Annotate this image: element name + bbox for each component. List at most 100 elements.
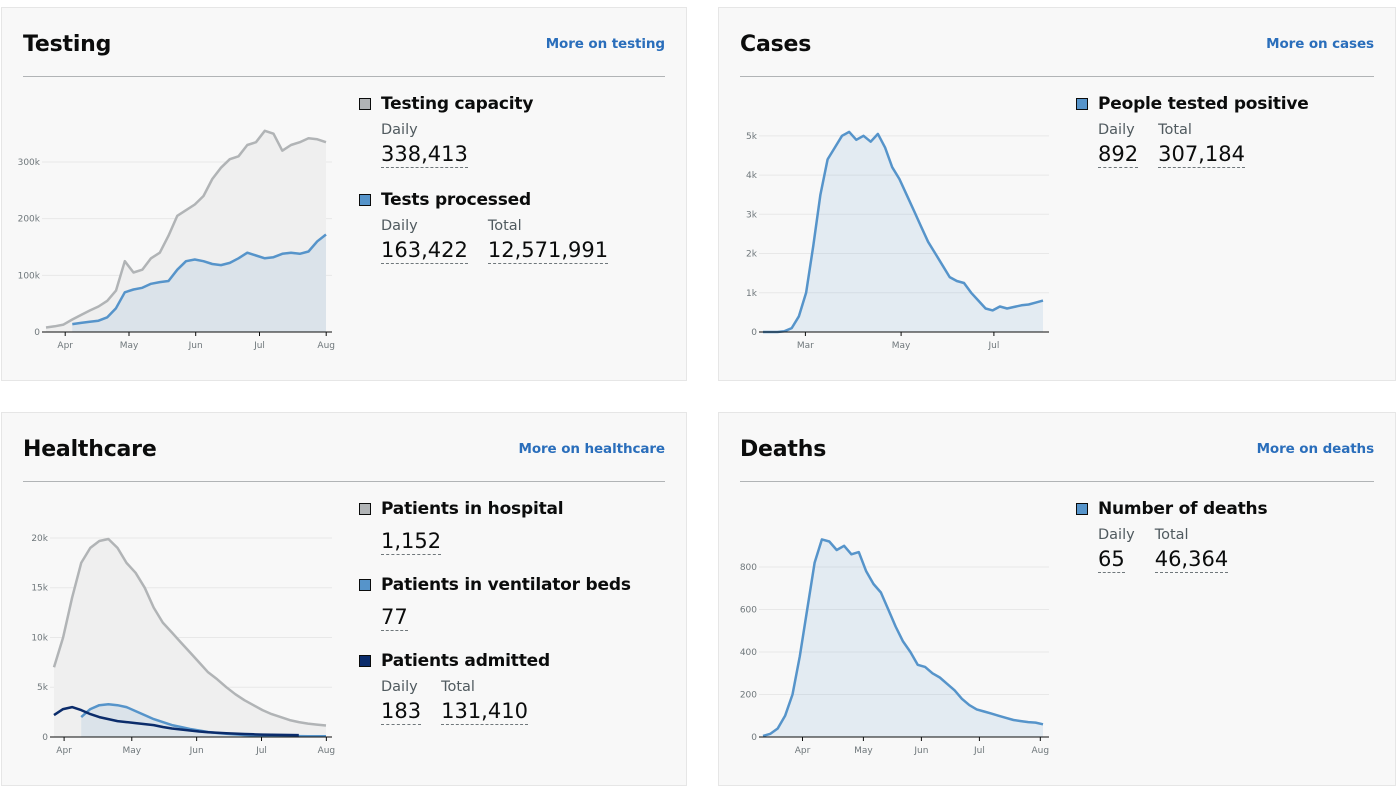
y-tick-label: 3k xyxy=(746,210,758,220)
more-on-testing-link[interactable]: More on testing xyxy=(545,36,665,52)
testing-capacity-line xyxy=(45,129,327,329)
y-tick-label: 0 xyxy=(751,328,757,338)
cases-header: Cases More on cases xyxy=(740,8,1374,77)
metric-label: Tests processed xyxy=(381,190,531,210)
metric-patients-in-hospital: Patients in hospital 1,152 xyxy=(359,499,631,555)
healthcare-card: Healthcare More on healthcare 0 5k 10k 15k 2… xyxy=(1,412,687,786)
metric-label: Patients admitted xyxy=(381,651,550,671)
metric-people-tested-positive: People tested positive Daily 892 Total 3… xyxy=(1076,94,1309,168)
legend-swatch-testing-capacity xyxy=(359,98,371,110)
metric-label: Testing capacity xyxy=(381,94,534,114)
legend-swatch-tested-positive xyxy=(1076,98,1088,110)
y-tick-label: 600 xyxy=(740,606,757,616)
patients-in-ventilator-beds-area xyxy=(81,704,326,737)
total-value[interactable]: 46,364 xyxy=(1154,547,1229,573)
x-tick-label: Aug xyxy=(317,341,335,351)
metric-label: People tested positive xyxy=(1098,94,1309,114)
cases-title: Cases xyxy=(740,32,812,57)
daily-label: Daily xyxy=(381,218,418,234)
daily-value[interactable]: 65 xyxy=(1098,547,1125,573)
x-tick-label: Jul xyxy=(987,341,999,351)
total-value[interactable]: 307,184 xyxy=(1158,142,1245,168)
y-tick-label: 1k xyxy=(746,289,758,299)
healthcare-title: Healthcare xyxy=(23,437,157,462)
more-on-deaths-link[interactable]: More on deaths xyxy=(1256,441,1375,457)
testing-chart-group: 0 100k 200k 300k Apr May Jun Jul Aug xyxy=(18,129,335,351)
daily-label: Daily xyxy=(381,122,418,138)
y-tick-label: 100k xyxy=(18,271,41,281)
number-of-deaths-area xyxy=(763,539,1043,737)
x-tick-label: May xyxy=(120,341,139,351)
y-tick-label: 0 xyxy=(751,733,757,743)
total-label: Total xyxy=(487,218,522,234)
x-tick-label: Aug xyxy=(1032,746,1050,756)
daily-value[interactable]: 892 xyxy=(1098,142,1139,168)
daily-value[interactable]: 183 xyxy=(381,699,422,725)
y-tick-label: 0 xyxy=(34,328,40,338)
patients-admitted-line xyxy=(53,705,299,737)
metric-label: Patients in ventilator beds xyxy=(381,575,631,595)
healthcare-metrics: Patients in hospital 1,152 Patients in v… xyxy=(359,499,631,747)
metric-patients-in-ventilator-beds: Patients in ventilator beds 77 xyxy=(359,575,631,631)
people-tested-positive-line xyxy=(763,130,1044,334)
deaths-card: Deaths More on deaths 0 200 400 600 800 Apr Ma… xyxy=(718,412,1396,786)
daily-value[interactable]: 163,422 xyxy=(381,238,468,264)
total-label: Total xyxy=(1154,527,1189,543)
testing-header: Testing More on testing xyxy=(23,8,665,77)
testing-capacity-area xyxy=(46,130,326,332)
daily-label: Daily xyxy=(1098,527,1135,543)
legend-swatch-number-of-deaths xyxy=(1076,503,1088,515)
x-tick-label: May xyxy=(122,746,141,756)
x-tick-label: Jun xyxy=(913,746,928,756)
cases-chart-group: 0 1k 2k 3k 4k 5k Mar May Jul xyxy=(746,130,1049,351)
patients-in-hospital-line xyxy=(52,537,327,727)
more-on-healthcare-link[interactable]: More on healthcare xyxy=(518,441,665,457)
daily-label: Daily xyxy=(381,679,418,695)
y-tick-label: 10k xyxy=(31,633,48,643)
value[interactable]: 1,152 xyxy=(381,529,442,555)
legend-swatch-ventilator-beds xyxy=(359,579,371,591)
cases-metrics: People tested positive Daily 892 Total 3… xyxy=(1076,94,1309,190)
total-label: Total xyxy=(1158,122,1192,138)
value[interactable]: 77 xyxy=(381,605,408,631)
x-tick-label: Aug xyxy=(318,746,336,756)
x-tick-label: May xyxy=(854,746,873,756)
x-tick-label: Jul xyxy=(253,341,265,351)
testing-metrics: Testing capacity Daily 338,413 Tests pro… xyxy=(359,94,628,286)
testing-card: Testing More on testing 0 100k 200k 300k Apr… xyxy=(1,7,687,381)
patients-in-hospital-area xyxy=(54,539,326,737)
deaths-metrics: Number of deaths Daily 65 Total 46,364 xyxy=(1076,499,1268,595)
y-tick-label: 4k xyxy=(746,171,758,181)
total-value[interactable]: 131,410 xyxy=(441,699,528,725)
deaths-chart-group: 0 200 400 600 800 Apr May Jun Jul Aug xyxy=(740,538,1050,756)
x-tick-label: Jul xyxy=(255,746,267,756)
y-tick-label: 5k xyxy=(746,132,758,142)
x-tick-label: May xyxy=(892,341,911,351)
legend-swatch-patients-in-hospital xyxy=(359,503,371,515)
y-tick-label: 800 xyxy=(740,563,757,573)
x-tick-label: Apr xyxy=(795,746,811,756)
x-tick-label: Apr xyxy=(57,341,73,351)
y-tick-label: 200 xyxy=(740,691,757,701)
cases-card: Cases More on cases 0 1k 2k 3k 4k 5k Mar May Jul… xyxy=(718,7,1396,381)
legend-swatch-tests-processed xyxy=(359,194,371,206)
metric-patients-admitted: Patients admitted Daily 183 Total 131,41… xyxy=(359,651,631,725)
y-tick-label: 20k xyxy=(31,534,48,544)
daily-label: Daily xyxy=(1098,122,1135,138)
metric-tests-processed: Tests processed Daily 163,422 Total 12,5… xyxy=(359,190,628,264)
more-on-cases-link[interactable]: More on cases xyxy=(1266,36,1374,52)
people-tested-positive-area xyxy=(763,131,1043,332)
metric-label: Patients in hospital xyxy=(381,499,564,519)
x-tick-label: Apr xyxy=(56,746,72,756)
x-tick-label: Mar xyxy=(797,341,814,351)
healthcare-header: Healthcare More on healthcare xyxy=(23,413,665,482)
cases-chart: 0 1k 2k 3k 4k 5k Mar May Jul xyxy=(719,98,1059,362)
y-tick-label: 5k xyxy=(37,683,49,693)
metric-testing-capacity: Testing capacity Daily 338,413 xyxy=(359,94,628,168)
metric-number-of-deaths: Number of deaths Daily 65 Total 46,364 xyxy=(1076,499,1268,573)
total-value[interactable]: 12,571,991 xyxy=(487,238,609,264)
testing-chart: 0 100k 200k 300k Apr May Jun Jul Aug xyxy=(2,98,342,362)
daily-value[interactable]: 338,413 xyxy=(381,142,468,168)
tests-processed-line xyxy=(72,233,327,326)
x-tick-label: Jul xyxy=(973,746,985,756)
